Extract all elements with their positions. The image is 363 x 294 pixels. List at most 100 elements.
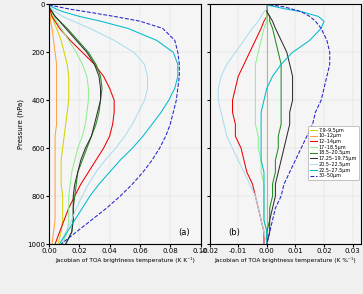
10–12μm — [265, 86, 269, 90]
17.25–19.75μm — [270, 19, 275, 23]
12–14μm — [245, 171, 249, 174]
12–14μm — [262, 242, 266, 246]
17.25–19.75μm — [273, 27, 278, 30]
10–12μm — [265, 206, 269, 210]
10–12μm — [265, 194, 269, 198]
10–12μm — [265, 4, 269, 7]
7.9–9.5μm — [265, 171, 269, 174]
17–18.5μm — [265, 15, 269, 18]
17.25–19.75μm — [265, 4, 269, 7]
20.5–22.5μm — [256, 206, 260, 210]
17–18.5μm — [265, 19, 269, 23]
18.5–20.5μm — [279, 98, 283, 102]
7.9–9.5μm — [265, 194, 269, 198]
10–12μm — [265, 15, 269, 18]
7.9–9.5μm — [265, 7, 269, 11]
12–14μm — [265, 3, 269, 6]
22.5–27.5μm — [259, 146, 263, 150]
17–18.5μm — [262, 182, 266, 186]
22.5–27.5μm — [285, 7, 289, 11]
12–14μm — [242, 158, 246, 162]
10–12μm — [265, 63, 269, 66]
17.25–19.75μm — [265, 5, 269, 9]
12–14μm — [265, 4, 269, 7]
18.5–20.5μm — [265, 5, 269, 9]
10–12μm — [265, 10, 269, 13]
22.5–27.5μm — [279, 63, 283, 66]
10–12μm — [265, 218, 269, 222]
17.25–19.75μm — [282, 146, 286, 150]
20.5–22.5μm — [222, 122, 226, 126]
18.5–20.5μm — [276, 134, 281, 138]
Line: 12–14μm: 12–14μm — [233, 5, 267, 244]
22.5–27.5μm — [273, 5, 278, 9]
30–50μm — [307, 15, 312, 18]
22.5–27.5μm — [259, 122, 263, 126]
7.9–9.5μm — [265, 10, 269, 13]
30–50μm — [313, 111, 318, 114]
20.5–22.5μm — [265, 5, 269, 9]
20.5–22.5μm — [262, 10, 266, 13]
12–14μm — [233, 86, 237, 90]
12–14μm — [256, 206, 260, 210]
17–18.5μm — [253, 98, 258, 102]
7.9–9.5μm — [265, 15, 269, 18]
10–12μm — [265, 98, 269, 102]
10–12μm — [265, 242, 269, 246]
17–18.5μm — [262, 27, 266, 30]
20.5–22.5μm — [242, 171, 246, 174]
10–12μm — [265, 7, 269, 11]
10–12μm — [265, 39, 269, 42]
17.25–19.75μm — [265, 10, 269, 13]
22.5–27.5μm — [307, 39, 312, 42]
30–50μm — [282, 182, 286, 186]
17.25–19.75μm — [268, 15, 272, 18]
18.5–20.5μm — [270, 182, 275, 186]
7.9–9.5μm — [265, 75, 269, 78]
17.25–19.75μm — [290, 86, 295, 90]
7.9–9.5μm — [265, 182, 269, 186]
17.25–19.75μm — [285, 51, 289, 54]
10–12μm — [265, 182, 269, 186]
Line: 17–18.5μm: 17–18.5μm — [256, 5, 267, 244]
12–14μm — [242, 63, 246, 66]
12–14μm — [231, 111, 235, 114]
7.9–9.5μm — [265, 134, 269, 138]
10–12μm — [265, 5, 269, 9]
17–18.5μm — [262, 206, 266, 210]
20.5–22.5μm — [242, 39, 246, 42]
17.25–19.75μm — [276, 171, 281, 174]
12–14μm — [250, 182, 255, 186]
17–18.5μm — [265, 3, 269, 6]
22.5–27.5μm — [316, 15, 321, 18]
22.5–27.5μm — [270, 75, 275, 78]
7.9–9.5μm — [265, 242, 269, 246]
7.9–9.5μm — [265, 39, 269, 42]
18.5–20.5μm — [265, 230, 269, 234]
X-axis label: Jacobian of TOA brightness temperature (K %⁻¹): Jacobian of TOA brightness temperature (… — [215, 257, 356, 263]
22.5–27.5μm — [262, 171, 266, 174]
18.5–20.5μm — [276, 146, 281, 150]
20.5–22.5μm — [259, 218, 263, 222]
17.25–19.75μm — [290, 98, 295, 102]
17.25–19.75μm — [287, 63, 292, 66]
12–14μm — [262, 19, 266, 23]
22.5–27.5μm — [265, 86, 269, 90]
18.5–20.5μm — [279, 75, 283, 78]
7.9–9.5μm — [265, 158, 269, 162]
18.5–20.5μm — [270, 27, 275, 30]
17–18.5μm — [253, 75, 258, 78]
12–14μm — [262, 230, 266, 234]
Text: (b): (b) — [228, 228, 240, 237]
12–14μm — [259, 218, 263, 222]
18.5–20.5μm — [273, 171, 278, 174]
20.5–22.5μm — [216, 98, 220, 102]
17–18.5μm — [265, 4, 269, 7]
17–18.5μm — [265, 10, 269, 13]
12–14μm — [265, 5, 269, 9]
30–50μm — [268, 230, 272, 234]
7.9–9.5μm — [265, 63, 269, 66]
Y-axis label: Pressure (hPa): Pressure (hPa) — [17, 99, 24, 149]
30–50μm — [270, 218, 275, 222]
10–12μm — [265, 158, 269, 162]
